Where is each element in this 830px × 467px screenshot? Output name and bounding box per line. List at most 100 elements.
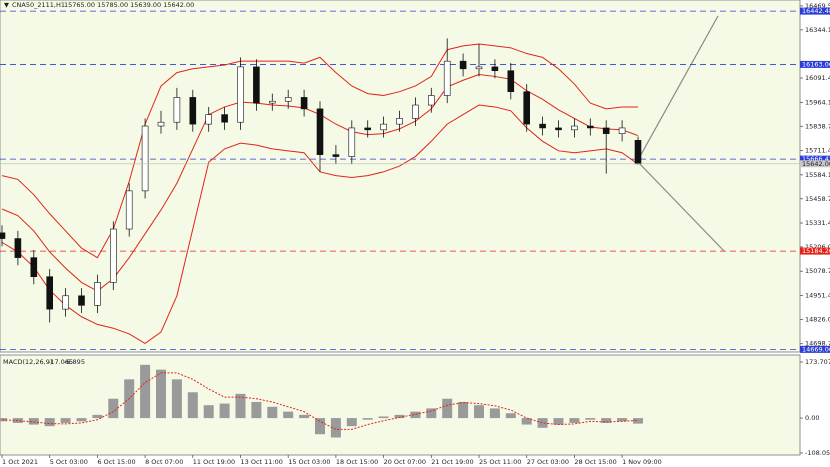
band-line xyxy=(1,43,638,259)
candle-body xyxy=(602,127,610,134)
macd-title: MACD(12,26,9) xyxy=(3,358,52,366)
x-tick-label: 15 Oct 03:00 xyxy=(288,458,330,466)
y-tick-label: 15838.70 xyxy=(805,122,830,130)
macd-bar xyxy=(171,379,182,419)
candle-body xyxy=(555,127,562,131)
y-tick-label: 173.707 xyxy=(805,358,830,366)
candle-body xyxy=(396,118,403,125)
candle-body xyxy=(237,66,244,123)
candle-body xyxy=(427,95,435,106)
x-tick-label: 18 Oct 15:00 xyxy=(336,458,378,466)
macd-bar xyxy=(235,393,246,419)
x-tick-label: 11 Oct 19:00 xyxy=(193,458,235,466)
macd-bar xyxy=(219,403,230,419)
level-label: 16442.48 xyxy=(802,7,830,15)
level-box xyxy=(800,345,830,353)
candle-body xyxy=(205,114,212,125)
x-tick-label: 13 Oct 11:00 xyxy=(241,458,283,466)
y-tick-label: 15331.40 xyxy=(805,219,830,227)
y-tick-label: 16344.10 xyxy=(805,26,830,34)
y-tick-label: 15078.70 xyxy=(805,267,830,275)
macd-bar xyxy=(442,398,453,419)
y-tick-label: 14698.70 xyxy=(805,340,830,348)
candle-body xyxy=(348,127,356,157)
candle-body xyxy=(157,121,165,127)
macd-bar xyxy=(521,418,532,425)
candle-body xyxy=(459,60,467,70)
candle-body xyxy=(300,97,308,110)
macd-bar xyxy=(410,411,421,419)
candle-body xyxy=(30,257,38,278)
macd-bar xyxy=(426,408,437,419)
y-tick-label: 15458.70 xyxy=(805,195,830,203)
candle-body xyxy=(173,97,181,123)
macd-bar xyxy=(44,418,55,427)
signal-line xyxy=(1,372,639,430)
macd-bar xyxy=(140,364,151,419)
main-pane xyxy=(0,0,801,353)
candle-body xyxy=(189,97,197,125)
level-label: 15666.41 xyxy=(802,155,830,163)
candle-body xyxy=(62,295,69,310)
ohlc-text: 15765.00 15785.00 15639.00 15642.00 xyxy=(64,1,194,9)
trend-line xyxy=(637,15,719,161)
x-tick-label: 27 Oct 03:00 xyxy=(527,458,569,466)
macd-bar xyxy=(505,413,516,419)
candle-body xyxy=(253,66,260,104)
candle-body xyxy=(0,232,6,239)
candle-body xyxy=(78,295,85,306)
macd-bar xyxy=(315,418,325,435)
macd-pane xyxy=(0,354,801,456)
macd-bar xyxy=(585,418,596,420)
chart-title: CNA50_2111,H1 xyxy=(12,1,65,9)
candle-body xyxy=(46,276,54,310)
macd-bar xyxy=(474,405,484,419)
x-tick-label: 21 Oct 19:00 xyxy=(431,458,473,466)
candle-body xyxy=(284,97,292,102)
macd-bar xyxy=(378,416,389,419)
candle-body xyxy=(316,108,324,155)
candle-body xyxy=(491,66,499,72)
y-tick-label: 15584.10 xyxy=(805,171,830,179)
macd-bar xyxy=(458,401,469,419)
macd-bar xyxy=(203,405,214,419)
candle-body xyxy=(141,125,149,192)
macd-bar xyxy=(187,392,198,419)
macd-bar xyxy=(156,369,166,419)
x-tick-label: 6 Oct 15:00 xyxy=(97,458,135,466)
macd-bar xyxy=(283,411,294,419)
candle-body xyxy=(364,127,372,131)
x-tick-label: 20 Oct 07:00 xyxy=(384,458,426,466)
candle-body xyxy=(634,140,642,165)
level-box xyxy=(800,155,830,163)
macd-bar xyxy=(28,418,39,425)
y-tick-label: -108.055 xyxy=(805,449,830,457)
candle-body xyxy=(94,282,101,306)
candle-body xyxy=(380,123,387,131)
macd-bar xyxy=(92,414,103,419)
candle-body xyxy=(618,127,626,134)
candle-body xyxy=(539,123,546,129)
level-box xyxy=(800,7,830,15)
y-tick-label: 15711.40 xyxy=(805,147,830,155)
candle-body xyxy=(110,228,117,283)
macd-bar xyxy=(617,418,628,422)
candle-body xyxy=(268,100,276,104)
candle-body xyxy=(443,60,451,96)
macd-bar xyxy=(394,414,405,419)
x-tick-label: 28 Oct 15:00 xyxy=(574,458,616,466)
trend-line xyxy=(637,161,725,252)
title-arrow: ▼ xyxy=(4,1,9,9)
y-tick-label: 0.00 xyxy=(805,414,819,422)
macd-bar xyxy=(537,418,548,428)
y-tick-label: 14826.00 xyxy=(805,315,830,323)
candle-body xyxy=(221,114,228,123)
candle-body xyxy=(586,125,594,129)
macd-bar xyxy=(346,418,357,427)
x-tick-label: 1 Nov 09:00 xyxy=(622,458,662,466)
level-label: 16163.00 xyxy=(802,60,830,68)
macd-value: -17.065 xyxy=(48,358,73,366)
level-box xyxy=(800,60,830,68)
candle-body xyxy=(125,190,133,230)
